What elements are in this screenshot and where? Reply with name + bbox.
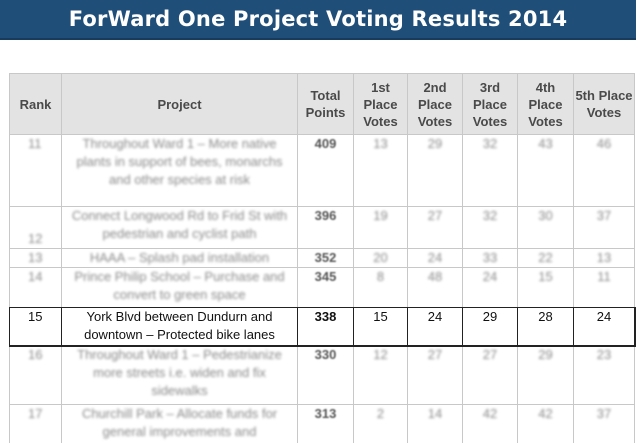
fifth-place-cell: 37: [573, 206, 635, 249]
third-place-cell: 32: [462, 134, 518, 207]
header-3rd-place-votes: 3rd Place Votes: [462, 73, 518, 135]
total-points-cell: 345: [297, 267, 354, 308]
total-points-cell: 409: [297, 134, 354, 207]
fourth-place-cell: 15: [517, 267, 574, 308]
first-place-cell: 20: [353, 248, 408, 268]
fourth-place-cell: 22: [517, 248, 574, 268]
project-cell: Churchill Park – Allocate funds for gene…: [61, 404, 298, 443]
first-place-cell: 12: [353, 345, 408, 405]
fifth-place-cell: 46: [573, 134, 635, 207]
first-place-cell: 19: [353, 206, 408, 249]
second-place-cell: 27: [407, 206, 463, 249]
fourth-place-cell: 28: [517, 307, 574, 346]
third-place-cell: 42: [462, 404, 518, 443]
project-cell: Prince Philip School – Purchase and conv…: [61, 267, 298, 308]
header-1st-place-votes: 1st Place Votes: [353, 73, 408, 135]
third-place-cell: 32: [462, 206, 518, 249]
fifth-place-cell: 13: [573, 248, 635, 268]
project-cell: Connect Longwood Rd to Frid St with pede…: [61, 206, 298, 249]
total-points-cell: 396: [297, 206, 354, 249]
table-row-highlighted: 15 York Blvd between Dundurn and downtow…: [8, 306, 636, 347]
first-place-cell: 2: [353, 404, 408, 443]
first-place-cell: 8: [353, 267, 408, 308]
project-cell: Throughout Ward 1 – Pedestrianize more s…: [61, 345, 298, 405]
header-2nd-place-votes: 2nd Place Votes: [407, 73, 463, 135]
total-points-cell: 338: [297, 307, 354, 346]
rank-cell: 11: [9, 134, 62, 207]
rank-cell: 17: [9, 404, 62, 443]
total-points-cell: 352: [297, 248, 354, 268]
header-4th-place-votes: 4th Place Votes: [517, 73, 574, 135]
fifth-place-cell: 11: [573, 267, 635, 308]
fourth-place-cell: 43: [517, 134, 574, 207]
fifth-place-cell: 23: [573, 345, 635, 405]
table-row: 12 Connect Longwood Rd to Frid St with p…: [9, 206, 635, 249]
first-place-cell: 15: [353, 307, 408, 346]
header-rank: Rank: [9, 73, 62, 135]
rank-cell: 15: [9, 307, 62, 346]
second-place-cell: 24: [407, 248, 463, 268]
header-project: Project: [61, 73, 298, 135]
table-row: 16 Throughout Ward 1 – Pedestrianize mor…: [9, 345, 635, 405]
fourth-place-cell: 29: [517, 345, 574, 405]
fourth-place-cell: 30: [517, 206, 574, 249]
header-total-points: Total Points: [297, 73, 354, 135]
results-table-container: Rank Project Total Points 1st Place Vote…: [8, 73, 636, 443]
third-place-cell: 33: [462, 248, 518, 268]
project-cell: HAAA – Splash pad installation: [61, 248, 298, 268]
fifth-place-cell: 24: [573, 307, 635, 346]
total-points-cell: 330: [297, 345, 354, 405]
total-points-cell: 313: [297, 404, 354, 443]
rank-cell: 13: [9, 248, 62, 268]
fourth-place-cell: 42: [517, 404, 574, 443]
rank-cell: 16: [9, 345, 62, 405]
table-row: 14 Prince Philip School – Purchase and c…: [9, 267, 635, 308]
second-place-cell: 14: [407, 404, 463, 443]
project-cell: York Blvd between Dundurn and downtown –…: [61, 307, 298, 346]
rank-cell: 14: [9, 267, 62, 308]
second-place-cell: 24: [407, 307, 463, 346]
voting-results-table: Rank Project Total Points 1st Place Vote…: [8, 73, 636, 443]
second-place-cell: 29: [407, 134, 463, 207]
table-row: 17 Churchill Park – Allocate funds for g…: [9, 404, 635, 443]
third-place-cell: 27: [462, 345, 518, 405]
fifth-place-cell: 37: [573, 404, 635, 443]
second-place-cell: 27: [407, 345, 463, 405]
third-place-cell: 24: [462, 267, 518, 308]
second-place-cell: 48: [407, 267, 463, 308]
table-row: 11 Throughout Ward 1 – More native plant…: [9, 134, 635, 207]
first-place-cell: 13: [353, 134, 408, 207]
page-banner: ForWard One Project Voting Results 2014: [0, 0, 636, 40]
table-header-row: Rank Project Total Points 1st Place Vote…: [9, 73, 635, 135]
project-cell: Throughout Ward 1 – More native plants i…: [61, 134, 298, 207]
third-place-cell: 29: [462, 307, 518, 346]
page-title: ForWard One Project Voting Results 2014: [68, 7, 568, 31]
table-row: 13 HAAA – Splash pad installation 352 20…: [9, 248, 635, 268]
header-5th-place-votes: 5th Place Votes: [573, 73, 635, 135]
rank-cell: 12: [9, 206, 62, 249]
